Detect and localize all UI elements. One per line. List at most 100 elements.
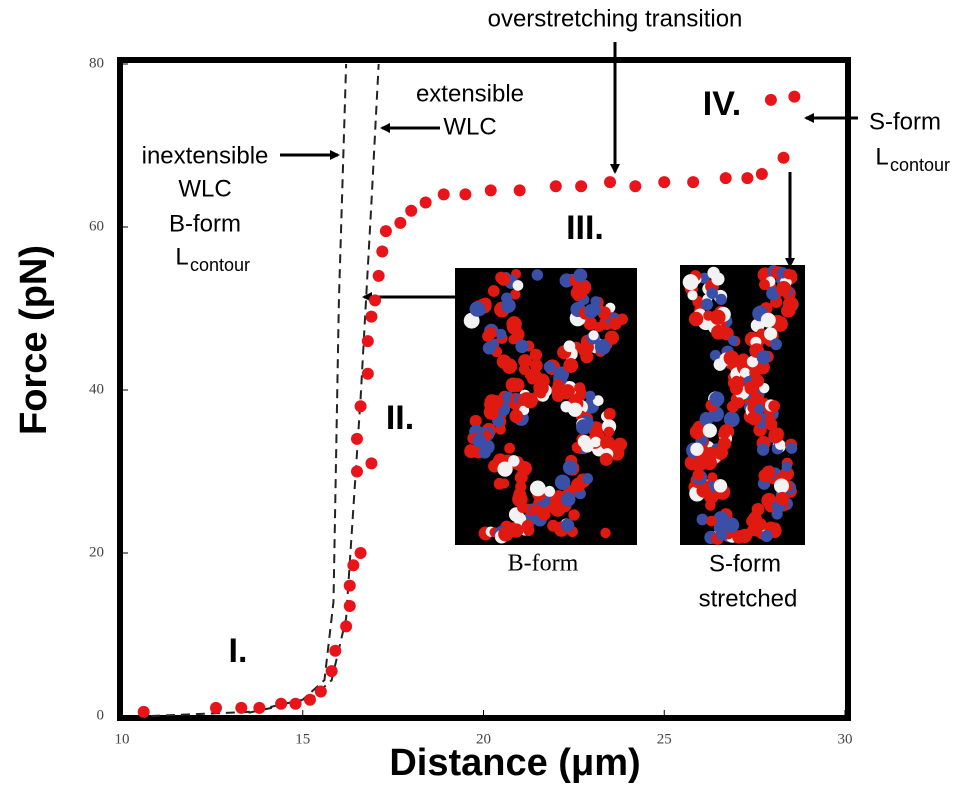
atom bbox=[506, 320, 522, 335]
data-point bbox=[235, 701, 248, 714]
data-point bbox=[354, 547, 367, 559]
atom bbox=[560, 400, 572, 413]
atom bbox=[756, 443, 770, 456]
atom bbox=[760, 312, 776, 328]
data-point bbox=[325, 665, 338, 678]
data-point bbox=[376, 245, 389, 258]
region-label: II. bbox=[386, 399, 414, 437]
data-point bbox=[658, 176, 671, 189]
data-point bbox=[513, 184, 526, 197]
atom bbox=[709, 349, 722, 362]
data-point bbox=[687, 176, 700, 189]
y-tick-label: 0 bbox=[97, 707, 105, 723]
atom bbox=[688, 311, 704, 327]
annotation: L bbox=[875, 143, 888, 170]
x-tick-label: 30 bbox=[838, 731, 853, 747]
atom bbox=[746, 355, 759, 368]
atom bbox=[613, 437, 628, 452]
annotation: WLC bbox=[443, 113, 496, 140]
x-tick-label: 15 bbox=[295, 731, 310, 747]
atom bbox=[599, 452, 613, 466]
atom bbox=[768, 400, 781, 412]
region-label: IV. bbox=[703, 85, 741, 123]
atom bbox=[544, 485, 556, 497]
atom bbox=[518, 354, 532, 368]
atom bbox=[751, 503, 765, 516]
data-point bbox=[755, 168, 768, 181]
atom bbox=[739, 367, 751, 378]
atom bbox=[718, 427, 731, 440]
atom bbox=[563, 358, 579, 373]
atom bbox=[769, 522, 781, 534]
atom bbox=[758, 279, 770, 291]
atom bbox=[521, 519, 534, 532]
atom bbox=[590, 296, 601, 307]
annotation: overstretching transition bbox=[488, 5, 743, 32]
atom bbox=[463, 312, 480, 329]
atom bbox=[696, 457, 710, 470]
atom bbox=[550, 500, 565, 515]
data-point bbox=[361, 367, 374, 380]
atom bbox=[760, 529, 773, 543]
data-point bbox=[347, 559, 360, 572]
x-tick-label: 20 bbox=[476, 731, 491, 747]
data-point bbox=[484, 184, 497, 197]
atom bbox=[705, 500, 716, 511]
annotation-subscript: contour bbox=[890, 155, 950, 175]
atom bbox=[537, 507, 551, 521]
annotation: extensible bbox=[416, 80, 524, 107]
data-point bbox=[604, 176, 617, 189]
atom bbox=[608, 316, 622, 330]
atom bbox=[560, 518, 575, 533]
atom bbox=[682, 274, 699, 291]
x-tick-label: 10 bbox=[115, 731, 130, 747]
atom bbox=[508, 455, 520, 467]
data-point bbox=[394, 216, 407, 229]
x-axis-label: Distance (μm) bbox=[389, 742, 640, 784]
atom bbox=[478, 446, 491, 459]
atom bbox=[574, 382, 586, 394]
atom bbox=[600, 527, 611, 539]
atom bbox=[770, 338, 782, 351]
atom bbox=[728, 335, 739, 346]
atom bbox=[495, 328, 507, 340]
atom bbox=[717, 436, 732, 451]
atom bbox=[562, 460, 578, 475]
data-point bbox=[379, 225, 392, 238]
atom bbox=[690, 442, 704, 456]
atom bbox=[493, 477, 506, 490]
atom bbox=[568, 509, 580, 521]
data-point bbox=[209, 701, 222, 714]
atom bbox=[501, 292, 513, 304]
data-point bbox=[329, 644, 342, 657]
atom bbox=[716, 529, 728, 541]
atom bbox=[554, 474, 571, 491]
atom bbox=[715, 293, 727, 306]
x-tick-label: 25 bbox=[657, 731, 672, 747]
atom bbox=[692, 468, 705, 481]
annotation: B-form bbox=[169, 210, 241, 237]
region-label: III. bbox=[566, 209, 604, 247]
atom bbox=[529, 504, 541, 515]
data-point bbox=[437, 188, 450, 201]
data-point bbox=[340, 620, 353, 633]
data-point bbox=[741, 172, 754, 185]
atom bbox=[530, 359, 543, 372]
dna-model bbox=[682, 265, 799, 545]
atom bbox=[573, 268, 588, 283]
data-point bbox=[788, 90, 801, 103]
atom bbox=[583, 316, 598, 331]
atom bbox=[710, 309, 726, 325]
atom bbox=[768, 427, 784, 443]
atom bbox=[776, 281, 792, 297]
atom bbox=[737, 528, 753, 543]
data-point bbox=[137, 705, 150, 718]
atom bbox=[527, 374, 538, 385]
atom bbox=[509, 409, 524, 423]
atom bbox=[512, 280, 524, 291]
atom bbox=[729, 381, 743, 396]
atom bbox=[575, 419, 592, 435]
atom bbox=[469, 301, 486, 317]
atom bbox=[761, 465, 776, 480]
atom bbox=[582, 473, 594, 484]
